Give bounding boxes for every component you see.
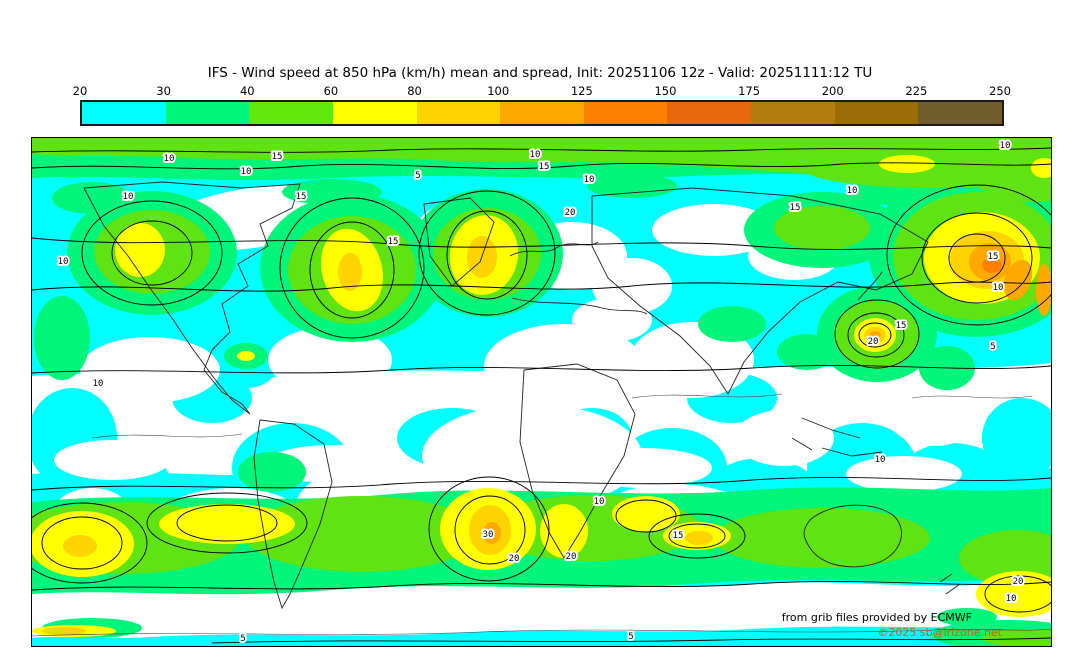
- copyright-attribution: ©2025 sb@irizone.net: [877, 626, 1002, 639]
- contour-label: 10: [58, 257, 69, 267]
- colorbar-segment: [500, 102, 584, 124]
- contour-label: 20: [1013, 577, 1024, 587]
- contour-label: 15: [388, 237, 399, 247]
- contour-label: 5: [415, 171, 420, 181]
- colorbar-segment: [82, 102, 166, 124]
- colorbar-tick: 200: [821, 84, 844, 98]
- contour-label: 5: [990, 342, 995, 352]
- contour-label: 20: [509, 554, 520, 564]
- colorbar-segment: [583, 102, 668, 124]
- colorbar-tick: 20: [72, 84, 88, 98]
- colorbar-segment: [918, 102, 1003, 124]
- contour-label: 10: [875, 455, 886, 465]
- colorbar-tick: 225: [905, 84, 928, 98]
- contour-label: 15: [673, 531, 684, 541]
- contour-label: 5: [628, 632, 633, 642]
- contour-label: 10: [594, 497, 605, 507]
- colorbar-segments: [80, 100, 1004, 126]
- colorbar-tick-labels: 20 30 40 60 80 100 125 150 175 200 225 250: [73, 84, 1011, 98]
- contour-label: 15: [272, 152, 283, 162]
- colorbar-tick: 175: [738, 84, 761, 98]
- colorbar-tick: 100: [487, 84, 510, 98]
- colorbar-tick: 250: [989, 84, 1011, 98]
- colorbar-segment: [332, 102, 417, 124]
- coastlines-layer: [83, 181, 961, 610]
- contour-label: 10: [164, 154, 175, 164]
- contour-label: 10: [93, 379, 104, 389]
- contour-label: 20: [566, 552, 577, 562]
- contour-label: 15: [988, 252, 999, 262]
- contour-label: 15: [296, 192, 307, 202]
- contour-label: 10: [1000, 141, 1011, 151]
- contour-label: 10: [1006, 594, 1017, 604]
- contour-label: 20: [868, 337, 879, 347]
- colorbar-segment: [416, 102, 501, 124]
- colorbar-segment: [751, 102, 835, 124]
- colorbar: 20 30 40 60 80 100 125 150 175 200 225 250: [73, 84, 1011, 126]
- colorbar-segment: [834, 102, 919, 124]
- contour-label: 10: [530, 150, 541, 160]
- contour-label: 15: [539, 162, 550, 172]
- contour-label: 15: [896, 321, 907, 331]
- contour-lines-layer: [32, 147, 1051, 644]
- grib-attribution: from grib files provided by ECMWF: [782, 611, 972, 624]
- contour-labels-layer: 10 15 10 15 10 10 10 15 10 20 15 5 10 10 15 15 10 20 15 5 10…: [56, 139, 1026, 646]
- contour-label: 10: [241, 167, 252, 177]
- contour-label: 15: [790, 203, 801, 213]
- contour-label: 10: [584, 175, 595, 185]
- contour-label: 10: [993, 283, 1004, 293]
- chart-title: IFS - Wind speed at 850 hPa (km/h) mean …: [207, 65, 873, 81]
- colorbar-tick: 40: [239, 84, 255, 98]
- contour-label: 20: [565, 208, 576, 218]
- colorbar-tick: 80: [407, 84, 422, 98]
- colorbar-segment: [165, 102, 250, 124]
- colorbar-tick: 60: [323, 84, 339, 98]
- map-frame: 10 15 10 15 10 10 10 15 10 20 15 5 10 10 15 15 10 20 15 5 10…: [31, 137, 1052, 647]
- colorbar-tick: 150: [654, 84, 677, 98]
- wind-speed-fill-layer: [32, 138, 1051, 646]
- world-wind-map: 10 15 10 15 10 10 10 15 10 20 15 5 10 10 15 15 10 20 15 5 10…: [32, 138, 1051, 646]
- contour-label: 5: [240, 634, 245, 644]
- colorbar-tick: 125: [570, 84, 593, 98]
- contour-label: 10: [123, 192, 134, 202]
- colorbar-tick: 30: [156, 84, 171, 98]
- contour-label: 30: [483, 530, 494, 540]
- colorbar-segment: [249, 102, 333, 124]
- contour-label: 10: [847, 186, 858, 196]
- colorbar-segment: [667, 102, 752, 124]
